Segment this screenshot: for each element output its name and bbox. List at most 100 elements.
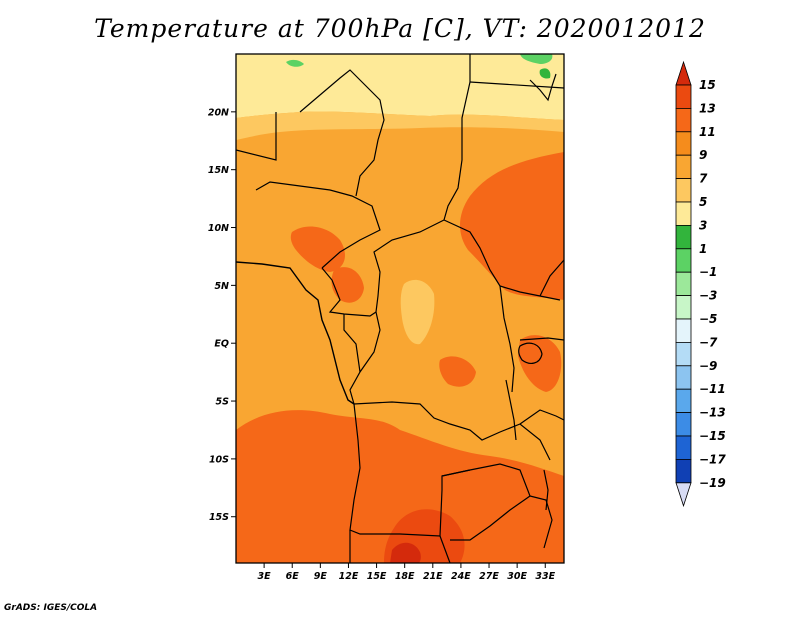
longitude-axis: 3E 6E 9E 12E 15E 18E 21E 24E 27E 30E 33E xyxy=(258,563,556,582)
colorbar-label: 15 xyxy=(699,78,716,92)
lat-tick-label: 20N xyxy=(208,107,229,118)
colorbar-label: 1 xyxy=(699,242,707,256)
lon-tick-label: 6E xyxy=(286,571,300,582)
latitude-axis: 20N 15N 10N 5N EQ 5S 10S 15S xyxy=(208,107,236,523)
colorbar-box xyxy=(675,224,692,250)
border-mozambique xyxy=(529,495,553,549)
colorbar-label: −3 xyxy=(699,289,717,303)
lon-tick-label: 24E xyxy=(451,571,471,582)
border-nigeria xyxy=(255,181,381,269)
colorbar-label: −5 xyxy=(699,312,717,326)
lat-tick-label: 15S xyxy=(209,512,229,523)
colorbar-box xyxy=(675,435,692,460)
colorbar-box xyxy=(675,341,692,367)
red-sea-coast xyxy=(529,73,557,102)
field-green-top-right-2 xyxy=(539,68,551,79)
field-5-7-north xyxy=(236,111,564,140)
field-11-13-west xyxy=(290,226,345,272)
border-south-sudan xyxy=(499,285,561,301)
lon-tick-label: 30E xyxy=(507,571,527,582)
colorbar-box xyxy=(675,178,692,203)
colorbar-box xyxy=(675,458,692,484)
colorbar-box xyxy=(675,248,692,273)
field-3-5-north xyxy=(236,54,564,96)
field-11-13-east-2 xyxy=(518,335,562,392)
colorbar-label: −13 xyxy=(699,406,726,420)
colorbar-label: 11 xyxy=(699,125,716,139)
colorbar-label: −19 xyxy=(699,476,726,490)
border-gabon-congo xyxy=(343,314,361,373)
lat-tick-label: 5S xyxy=(216,397,230,408)
border-west-coast xyxy=(236,112,277,161)
grads-credit: GrADS: IGES/COLA xyxy=(4,603,98,613)
colorbar-label: −7 xyxy=(699,335,718,349)
border-coastline xyxy=(236,261,355,405)
colorbar: 15 13 11 9 7 5 3 1 −1 −3 −5 −7 −9 −11 −13 −15 −17 −19 xyxy=(675,60,726,508)
border-tanzania xyxy=(519,409,564,425)
map-title: Temperature at 700hPa [C], VT: 202001201… xyxy=(94,14,706,43)
lon-tick-label: 27E xyxy=(479,571,499,582)
colorbar-label: −11 xyxy=(699,382,726,396)
field-5-7-center xyxy=(400,279,435,345)
lat-tick-label: 15N xyxy=(208,165,229,176)
border-car xyxy=(373,219,501,313)
colorbar-box xyxy=(675,131,692,156)
colorbar-box xyxy=(675,271,692,297)
field-11-13-east xyxy=(460,152,564,300)
colorbar-label: 3 xyxy=(699,218,707,232)
lon-tick-label: 18E xyxy=(395,571,415,582)
lake-victoria xyxy=(518,342,543,364)
colorbar-arrow-bottom xyxy=(675,482,692,508)
lon-tick-label: 12E xyxy=(339,571,359,582)
colorbar-arrow-top xyxy=(675,60,692,86)
border-angola xyxy=(349,403,471,537)
colorbar-box xyxy=(675,84,692,109)
colorbar-box xyxy=(675,201,692,226)
border-north xyxy=(299,69,385,197)
temperature-field xyxy=(236,54,564,563)
lon-tick-label: 21E xyxy=(423,571,443,582)
colorbar-label: 5 xyxy=(699,195,707,209)
lake-tanganyika xyxy=(505,379,517,441)
border-east-1 xyxy=(519,337,564,341)
field-11-13-east-3 xyxy=(439,356,476,387)
colorbar-label: −1 xyxy=(699,265,717,279)
lon-tick-label: 15E xyxy=(367,571,387,582)
colorbar-label: 9 xyxy=(699,148,707,162)
colorbar-box xyxy=(675,295,692,320)
field-11-13-cameroon xyxy=(331,267,364,303)
colorbar-box xyxy=(675,365,692,390)
lat-tick-label: 10N xyxy=(208,223,229,234)
colorbar-label: 13 xyxy=(699,101,716,115)
lat-tick-label: 10S xyxy=(209,454,229,465)
lon-tick-label: 9E xyxy=(314,571,328,582)
colorbar-box xyxy=(675,388,692,414)
lat-tick-label: EQ xyxy=(214,339,229,350)
field-15-south xyxy=(390,542,421,563)
lake-malawi xyxy=(543,469,549,511)
lat-tick-label: 5N xyxy=(214,281,229,292)
lon-tick-label: 33E xyxy=(535,571,555,582)
colorbar-box xyxy=(675,318,692,343)
colorbar-label: −15 xyxy=(699,429,726,443)
map-frame xyxy=(235,53,565,564)
colorbar-label: −17 xyxy=(699,452,726,466)
colorbar-label: 7 xyxy=(699,172,708,186)
field-green-top-right xyxy=(520,54,553,64)
border-botswana xyxy=(439,535,451,563)
border-cameroon xyxy=(321,267,377,317)
colorbar-box xyxy=(675,412,692,437)
colorbar-box xyxy=(675,108,692,133)
border-ethiopia xyxy=(539,259,564,297)
border-sudan xyxy=(469,81,564,89)
country-borders xyxy=(236,54,564,563)
colorbar-box xyxy=(675,154,692,179)
border-uganda xyxy=(499,285,515,393)
colorbar-label: −9 xyxy=(699,359,717,373)
field-11-13-south xyxy=(236,410,564,563)
border-drc xyxy=(349,311,551,461)
field-green-top-left xyxy=(286,59,304,67)
lon-tick-label: 3E xyxy=(258,571,272,582)
